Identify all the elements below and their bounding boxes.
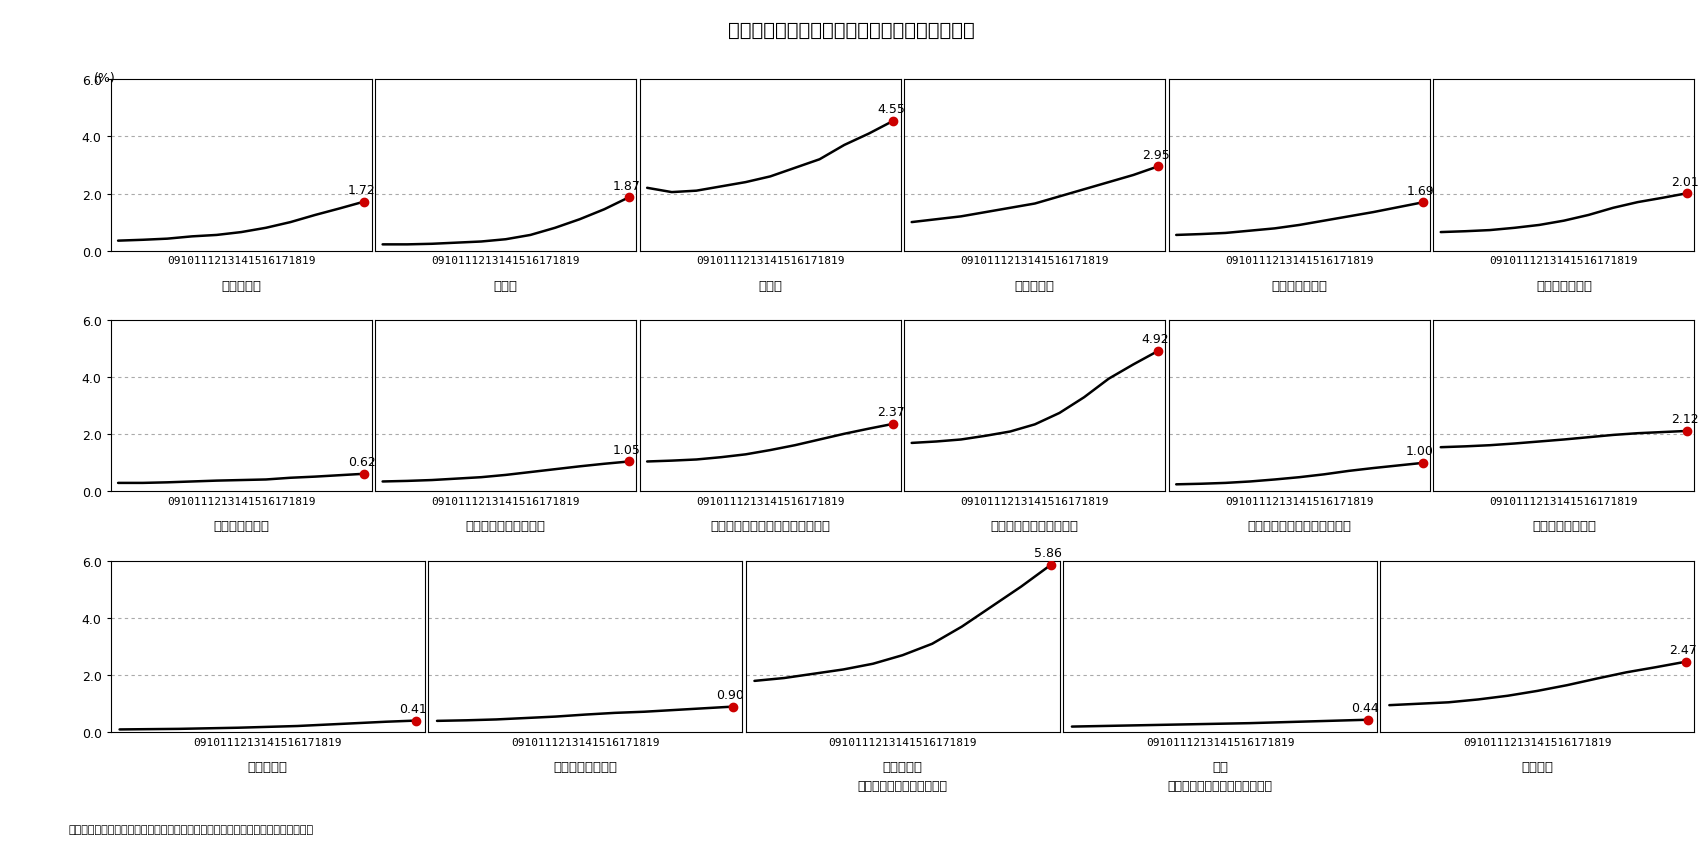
Text: 4.92: 4.92	[1141, 333, 1170, 346]
Text: 0910111213141516171819: 0910111213141516171819	[431, 256, 581, 266]
Text: 0910111213141516171819: 0910111213141516171819	[167, 256, 315, 266]
Text: 製造業: 製造業	[758, 279, 782, 292]
Text: 卸売業，小売業: 卸売業，小売業	[1536, 279, 1592, 292]
Text: 0910111213141516171819: 0910111213141516171819	[1224, 496, 1374, 506]
Text: (%): (%)	[94, 72, 116, 84]
Text: 0910111213141516171819: 0910111213141516171819	[828, 737, 978, 747]
Text: 0910111213141516171819: 0910111213141516171819	[1490, 496, 1638, 506]
Text: 0910111213141516171819: 0910111213141516171819	[1490, 256, 1638, 266]
Text: 金融業，保険業: 金融業，保険業	[213, 520, 269, 533]
Text: 情報通信業: 情報通信業	[1015, 279, 1054, 292]
Text: 公務: 公務	[1213, 760, 1228, 773]
Text: 0910111213141516171819: 0910111213141516171819	[1463, 737, 1611, 747]
Text: 2.12: 2.12	[1671, 413, 1698, 425]
Text: 0910111213141516171819: 0910111213141516171819	[697, 256, 845, 266]
Text: 1.87: 1.87	[613, 179, 640, 192]
Text: 0910111213141516171819: 0910111213141516171819	[1224, 256, 1374, 266]
Text: 運輸業，郵便業: 運輸業，郵便業	[1272, 279, 1327, 292]
Text: 2.95: 2.95	[1141, 149, 1170, 161]
Text: 1.05: 1.05	[613, 443, 640, 457]
Text: 0910111213141516171819: 0910111213141516171819	[511, 737, 659, 747]
Text: 0.90: 0.90	[717, 688, 744, 701]
Text: 不動産業，物品賃貸業: 不動産業，物品賃貸業	[467, 520, 545, 533]
Text: 2.37: 2.37	[877, 406, 904, 419]
Text: 0910111213141516171819: 0910111213141516171819	[960, 496, 1109, 506]
Text: 0910111213141516171819: 0910111213141516171819	[960, 256, 1109, 266]
Text: 2.47: 2.47	[1669, 643, 1696, 657]
Text: 建設業: 建設業	[494, 279, 518, 292]
Text: 1.00: 1.00	[1407, 445, 1434, 457]
Text: 0910111213141516171819: 0910111213141516171819	[167, 496, 315, 506]
Text: （他に分類されないもの）: （他に分類されないもの）	[858, 779, 947, 792]
Text: 0910111213141516171819: 0910111213141516171819	[1146, 737, 1294, 747]
Text: ［図表６］就業者に占める外国人労働者の割合: ［図表６］就業者に占める外国人労働者の割合	[729, 21, 974, 40]
Text: （資料）厚生労働省「外国人雇用状況の届出状況表一覧」、総務省「労働力調査」: （資料）厚生労働省「外国人雇用状況の届出状況表一覧」、総務省「労働力調査」	[68, 824, 313, 834]
Text: 2.01: 2.01	[1671, 176, 1698, 188]
Text: 1.69: 1.69	[1407, 185, 1434, 197]
Text: 学術研究，専門・技術サービス業: 学術研究，専門・技術サービス業	[710, 520, 831, 533]
Text: 0910111213141516171819: 0910111213141516171819	[697, 496, 845, 506]
Text: 4.55: 4.55	[877, 103, 904, 116]
Text: 0910111213141516171819: 0910111213141516171819	[194, 737, 342, 747]
Text: 農業，林業: 農業，林業	[221, 279, 261, 292]
Text: 複合サービス事業: 複合サービス事業	[553, 760, 616, 773]
Text: 宿泊業，飲食サービス業: 宿泊業，飲食サービス業	[991, 520, 1080, 533]
Text: サービス業: サービス業	[882, 760, 923, 773]
Text: （他に分類されるものを除く）: （他に分類されるものを除く）	[1168, 779, 1272, 792]
Text: 医療，福祉: 医療，福祉	[247, 760, 288, 773]
Text: 生活関連サービス業，娯楽業: 生活関連サービス業，娯楽業	[1247, 520, 1352, 533]
Text: 0910111213141516171819: 0910111213141516171819	[431, 496, 581, 506]
Text: 0.41: 0.41	[399, 702, 427, 715]
Text: 0.44: 0.44	[1350, 701, 1379, 714]
Text: 産業平均: 産業平均	[1521, 760, 1553, 773]
Text: 1.72: 1.72	[347, 184, 376, 197]
Text: 5.86: 5.86	[1034, 547, 1061, 560]
Text: 0.62: 0.62	[347, 456, 376, 468]
Text: 教育，学習支援業: 教育，学習支援業	[1533, 520, 1596, 533]
